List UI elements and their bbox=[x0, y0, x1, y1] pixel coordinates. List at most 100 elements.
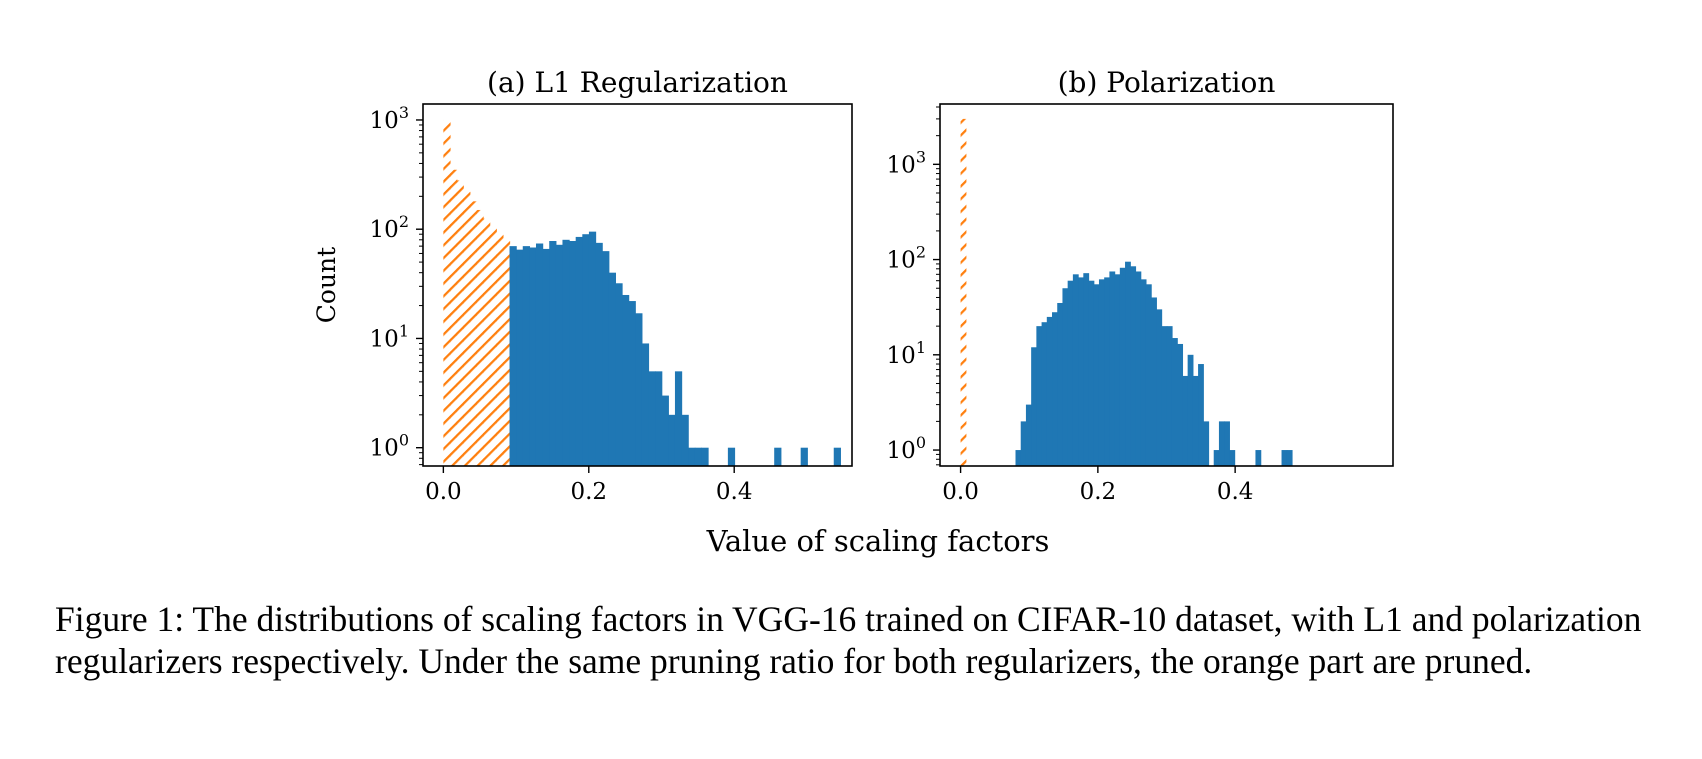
y-tick-label: 101 bbox=[887, 338, 926, 369]
kept-bar bbox=[595, 242, 603, 466]
kept-bar bbox=[1203, 421, 1210, 466]
kept-bar bbox=[615, 283, 623, 466]
plot-frame bbox=[939, 103, 1394, 467]
kept-bar bbox=[549, 241, 557, 466]
kept-bar bbox=[1104, 277, 1110, 466]
kept-bar bbox=[1156, 309, 1163, 466]
kept-bar bbox=[1041, 322, 1048, 466]
series-pruned bbox=[960, 118, 967, 466]
kept-bar bbox=[1057, 302, 1064, 466]
kept-bar bbox=[1052, 312, 1058, 466]
kept-bar bbox=[1067, 280, 1074, 466]
y-tick-exponent: 1 bbox=[399, 321, 409, 340]
y-tick-label: 102 bbox=[370, 212, 409, 243]
pruned-bar bbox=[456, 180, 464, 467]
kept-bar bbox=[668, 414, 676, 466]
kept-bar bbox=[575, 236, 583, 466]
chart-title: (b) Polarization bbox=[1058, 66, 1276, 99]
y-tick-label: 101 bbox=[370, 321, 409, 352]
pruned-bar bbox=[502, 241, 511, 466]
kept-bar bbox=[562, 239, 570, 466]
series-pruned bbox=[443, 119, 511, 467]
kept-bar bbox=[622, 294, 630, 466]
y-tick-exponent: 1 bbox=[916, 338, 926, 357]
plot-frame bbox=[422, 103, 853, 467]
y-tick-base: 10 bbox=[887, 343, 916, 369]
kept-bar bbox=[1187, 354, 1194, 466]
y-tick-base: 10 bbox=[887, 248, 916, 274]
kept-bar bbox=[1198, 364, 1204, 466]
kept-bar bbox=[1182, 375, 1189, 466]
kept-bar bbox=[1145, 284, 1152, 466]
kept-bar bbox=[681, 414, 689, 466]
kept-bar bbox=[1109, 271, 1116, 466]
kept-bar bbox=[1171, 338, 1178, 466]
kept-bar bbox=[1151, 297, 1157, 466]
chart-title: (a) L1 Regularization bbox=[487, 66, 788, 99]
kept-bar bbox=[774, 447, 782, 466]
y-tick-base: 10 bbox=[370, 108, 399, 134]
kept-bar bbox=[1020, 421, 1027, 466]
kept-bar bbox=[588, 231, 597, 466]
y-tick-exponent: 3 bbox=[916, 147, 926, 166]
kept-bar bbox=[648, 371, 656, 466]
pruned-bar bbox=[483, 218, 491, 466]
series-kept bbox=[509, 231, 841, 466]
kept-bar bbox=[582, 234, 590, 466]
kept-bar bbox=[608, 272, 616, 466]
kept-bar bbox=[1119, 267, 1126, 466]
kept-bar bbox=[1015, 450, 1022, 466]
kept-bar bbox=[522, 246, 530, 466]
y-axis-label: Count bbox=[312, 247, 341, 323]
pruned-bar bbox=[463, 191, 471, 467]
kept-bar bbox=[727, 447, 736, 466]
x-tick-label: 0.4 bbox=[716, 479, 753, 505]
y-tick-base: 10 bbox=[887, 152, 916, 178]
y-tick-exponent: 0 bbox=[399, 431, 409, 450]
kept-bar bbox=[535, 243, 544, 466]
kept-bar bbox=[1229, 450, 1236, 466]
kept-bar bbox=[694, 447, 703, 466]
kept-bar bbox=[569, 241, 577, 466]
y-tick-base: 10 bbox=[370, 436, 399, 462]
kept-bar bbox=[1125, 261, 1131, 466]
kept-bar bbox=[1213, 450, 1220, 466]
series-kept bbox=[1015, 261, 1293, 466]
kept-bar bbox=[516, 249, 524, 466]
y-tick-label: 103 bbox=[370, 103, 409, 134]
y-tick-label: 100 bbox=[887, 433, 926, 464]
kept-bar bbox=[655, 371, 663, 466]
kept-bar bbox=[1140, 279, 1147, 466]
y-tick-exponent: 2 bbox=[916, 243, 926, 262]
kept-bar bbox=[701, 447, 709, 466]
kept-bar bbox=[1255, 450, 1262, 466]
x-tick-label: 0.2 bbox=[570, 479, 607, 505]
kept-bar bbox=[1192, 375, 1199, 466]
kept-bar bbox=[1036, 326, 1043, 466]
x-tick-label: 0.0 bbox=[942, 479, 979, 505]
kept-bar bbox=[628, 301, 636, 466]
kept-bar bbox=[555, 244, 564, 466]
y-tick-label: 100 bbox=[370, 431, 409, 462]
y-tick-exponent: 3 bbox=[399, 103, 409, 122]
pruned-bar bbox=[443, 119, 451, 467]
x-tick-label: 0.0 bbox=[425, 479, 462, 505]
kept-bar bbox=[641, 343, 650, 466]
pruned-bar bbox=[489, 226, 497, 466]
kept-bar bbox=[1046, 316, 1053, 466]
shared-x-axis-label: Value of scaling factors bbox=[706, 524, 1050, 558]
pruned-bar bbox=[449, 169, 458, 466]
pruned-bar bbox=[476, 209, 484, 466]
x-tick-label: 0.2 bbox=[1080, 479, 1117, 505]
kept-bar bbox=[1135, 271, 1142, 466]
y-tick-base: 10 bbox=[370, 326, 399, 352]
kept-bar bbox=[1177, 343, 1184, 466]
kept-bar bbox=[1281, 450, 1288, 466]
kept-bar bbox=[1083, 273, 1090, 466]
pruned-bar bbox=[469, 201, 478, 466]
kept-bar bbox=[1161, 326, 1168, 466]
y-tick-exponent: 2 bbox=[399, 212, 409, 231]
y-tick-base: 10 bbox=[887, 438, 916, 464]
